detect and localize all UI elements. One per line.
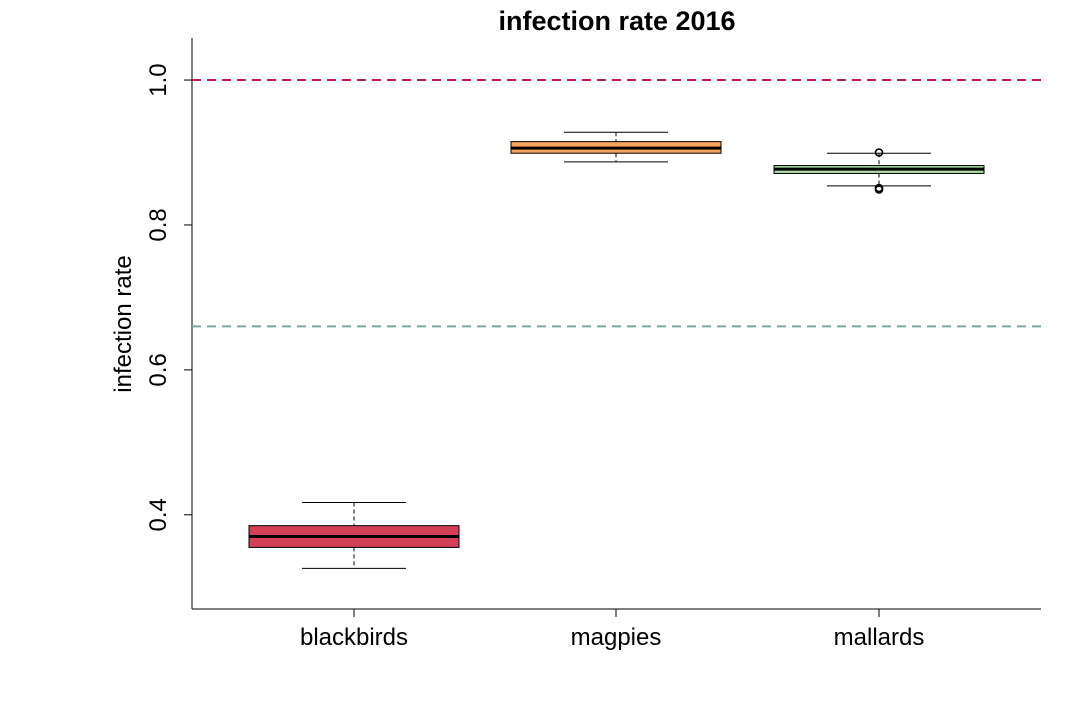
outlier-point bbox=[874, 148, 884, 157]
y-tick-label: 0.4 bbox=[145, 498, 172, 531]
x-tick-label: magpies bbox=[571, 624, 662, 651]
y-tick-label: 1.0 bbox=[145, 63, 172, 96]
y-tick-label: 0.6 bbox=[145, 353, 172, 386]
y-tick-label: 0.8 bbox=[145, 208, 172, 241]
x-tick-label: mallards bbox=[834, 624, 925, 651]
outlier-point bbox=[874, 183, 884, 193]
chart-title: infection rate 2016 bbox=[498, 6, 735, 36]
x-tick-label: blackbirds bbox=[300, 624, 408, 651]
y-axis-label: infection rate bbox=[110, 255, 137, 392]
